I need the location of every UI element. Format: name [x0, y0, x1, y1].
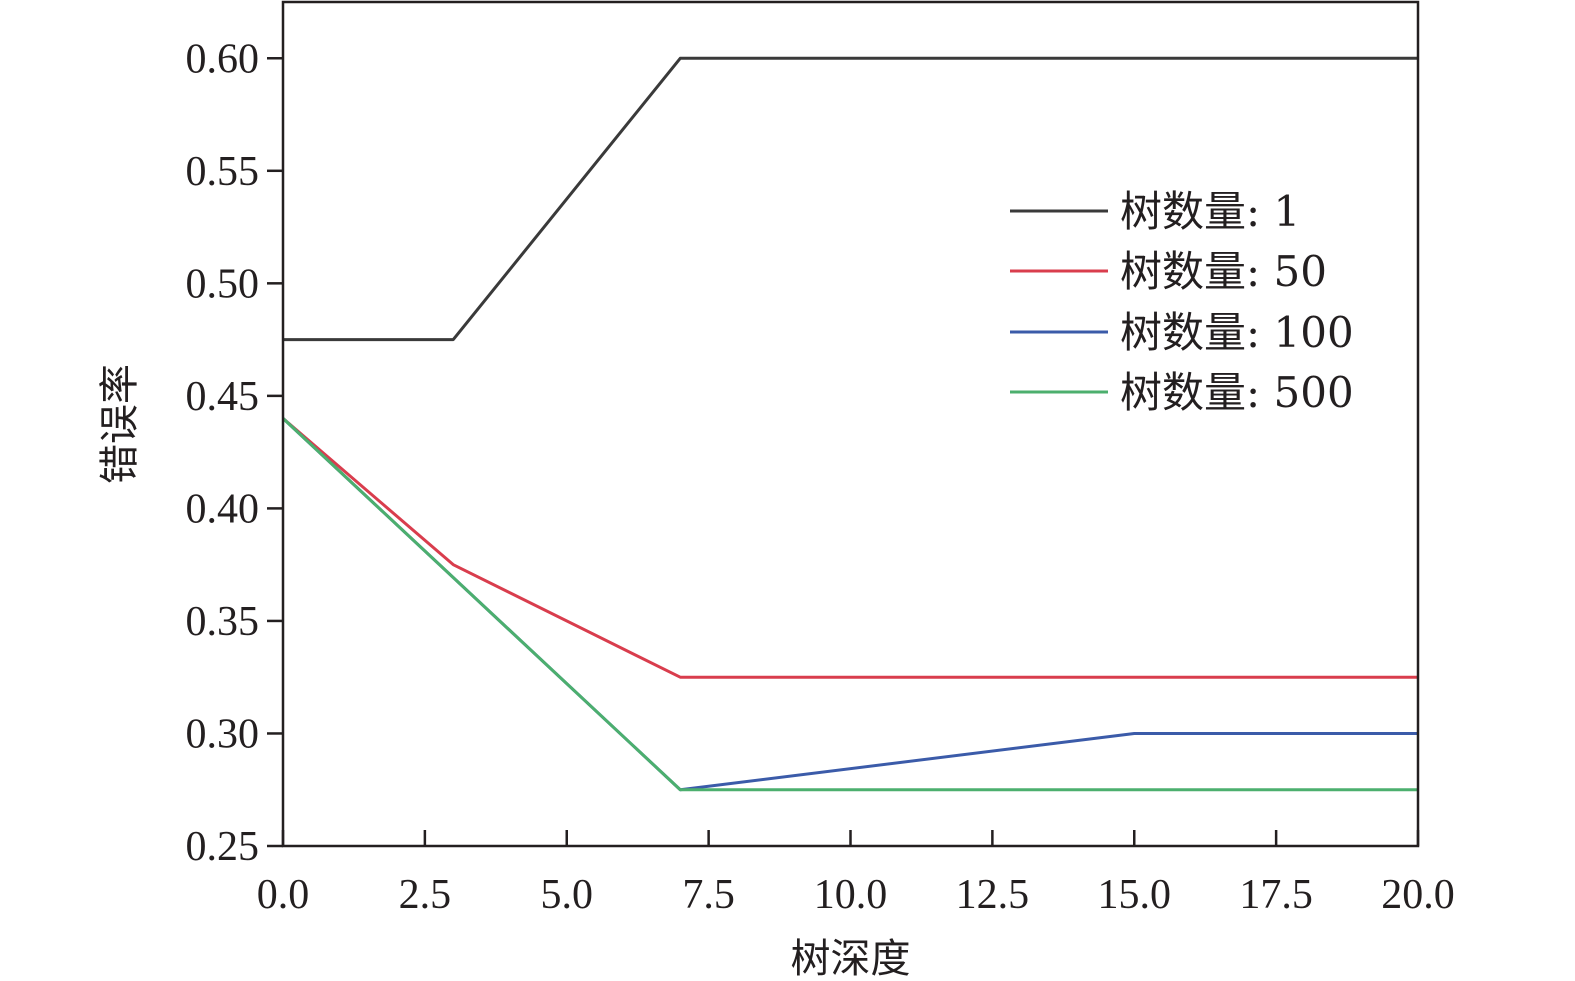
x-tick-label: 15.0: [1098, 872, 1172, 918]
legend-label-3: 树数量: 500: [1120, 368, 1354, 417]
legend: 树数量: 1 树数量: 50 树数量: 100 树数量: 500: [1010, 187, 1354, 417]
series-line-3: [281, 417, 1418, 792]
series-line-2: [281, 417, 1418, 792]
y-tick-label: 0.30: [186, 711, 260, 757]
x-tick-label: 5.0: [541, 872, 594, 918]
y-tick-label: 0.60: [186, 36, 260, 82]
series-line-0: [283, 56, 1418, 342]
x-axis-title: 树深度: [791, 936, 911, 981]
legend-label-1: 树数量: 50: [1120, 247, 1327, 296]
y-tick-label: 0.35: [186, 599, 260, 645]
x-tick-label: 0.0: [257, 872, 310, 918]
x-tick-label: 10.0: [814, 872, 888, 918]
y-tick-label: 0.45: [186, 374, 260, 420]
x-tick-label: 12.5: [956, 872, 1030, 918]
x-tick-label: 7.5: [682, 872, 735, 918]
x-tick-label: 17.5: [1239, 872, 1313, 918]
y-tick-label: 0.50: [186, 261, 260, 307]
series-layer: [281, 56, 1418, 792]
y-axis: 0.25 0.30 0.35 0.40 0.45 0.50 0.55 0.60: [186, 36, 283, 870]
y-tick-label: 0.55: [186, 149, 260, 195]
x-tick-label: 20.0: [1381, 872, 1455, 918]
y-tick-label: 0.25: [186, 824, 260, 870]
x-axis: 0.0 2.5 5.0 7.5 10.0 12.5 15.0 17.5 20.0: [257, 830, 1455, 918]
plot-frame: [281, 0, 1420, 848]
series-line-1: [282, 417, 1418, 679]
legend-label-2: 树数量: 100: [1120, 308, 1354, 357]
y-tick-label: 0.40: [186, 486, 260, 532]
legend-label-0: 树数量: 1: [1120, 187, 1300, 236]
y-axis-title: 错误率: [97, 364, 143, 484]
x-tick-label: 2.5: [399, 872, 452, 918]
